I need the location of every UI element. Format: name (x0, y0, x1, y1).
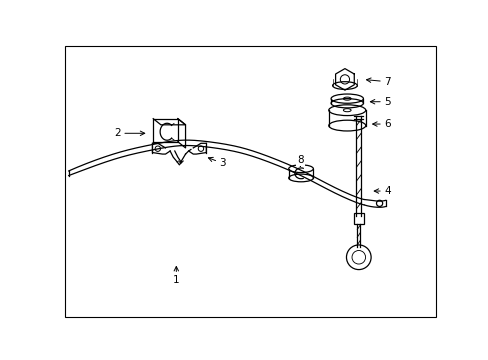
Text: 2: 2 (114, 128, 144, 138)
Text: 3: 3 (208, 157, 225, 168)
Text: 5: 5 (369, 97, 390, 107)
Text: 4: 4 (373, 186, 390, 196)
Text: 7: 7 (366, 77, 390, 87)
Text: 6: 6 (372, 119, 390, 129)
Text: 8: 8 (296, 155, 303, 166)
Bar (353, 213, 364, 224)
Text: 1: 1 (173, 266, 179, 285)
